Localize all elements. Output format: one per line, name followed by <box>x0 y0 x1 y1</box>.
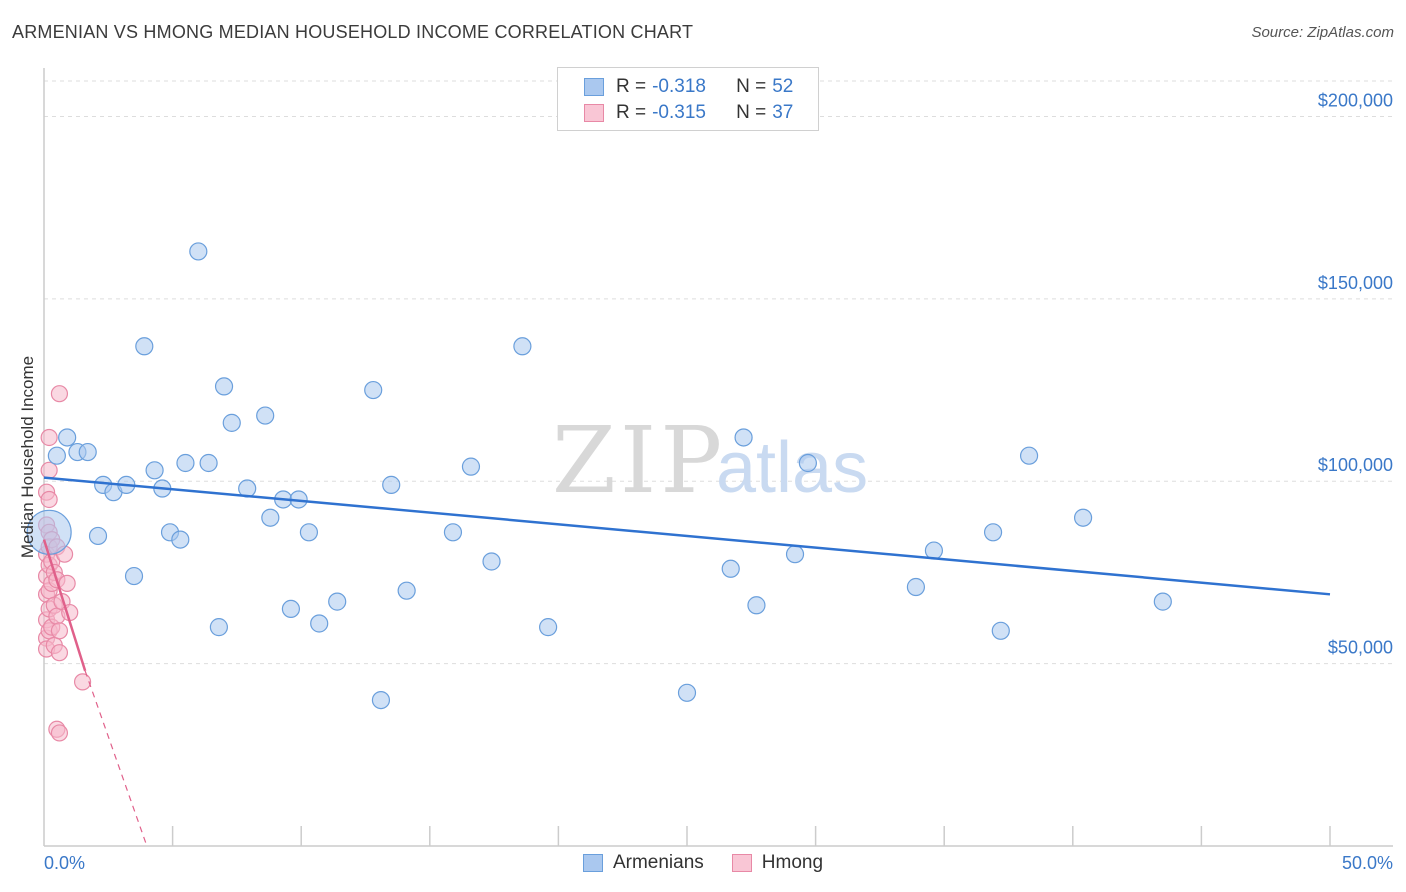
stats-legend: R = -0.318 N = 52 R = -0.315 N = 37 <box>557 67 819 131</box>
legend-row-armenians: R = -0.318 N = 52 <box>584 75 793 99</box>
armenian-point <box>328 592 347 611</box>
legend-n-value: 52 <box>772 76 794 97</box>
armenian-point <box>539 618 558 637</box>
armenian-point <box>171 530 190 549</box>
armenian-point <box>256 406 275 425</box>
armenian-point <box>199 453 218 473</box>
armenian-point <box>513 337 532 356</box>
legend-r-label: R = <box>616 76 647 97</box>
legend-item-armenians[interactable]: Armenians <box>582 852 704 874</box>
y-tick-labels: $50,000 $100,000 $150,000 $200,000 <box>1318 90 1393 657</box>
armenian-point <box>47 446 66 465</box>
legend-item-label: Hmong <box>761 852 824 873</box>
armenian-point <box>924 541 944 560</box>
trend-lines <box>42 476 1331 847</box>
hmong-trend-line <box>42 539 87 672</box>
armenian-swatch <box>584 78 604 96</box>
armenian-point <box>397 581 416 600</box>
armenian-point <box>983 523 1003 542</box>
axes <box>43 68 1393 847</box>
watermark: ZIP atlas <box>552 407 868 514</box>
armenian-point <box>382 475 401 494</box>
source-label: Source: ZipAtlas.com <box>1251 24 1394 41</box>
watermark-zip: ZIP <box>552 407 726 514</box>
legend-row-hmong: R = -0.315 N = 37 <box>584 101 793 125</box>
armenian-point <box>364 380 383 400</box>
armenian-point <box>214 377 234 396</box>
y-tick-label: $200,000 <box>1318 90 1393 110</box>
armenian-point <box>78 442 97 462</box>
armenian-swatch <box>582 854 603 872</box>
armenian-point <box>677 683 697 702</box>
armenian-point <box>991 621 1010 640</box>
armenian-point <box>461 457 481 476</box>
legend-r-label: R = <box>616 102 647 123</box>
x-tick-label-min: 0.0% <box>44 853 85 873</box>
hmong-point <box>50 724 69 742</box>
armenian-series <box>26 242 1172 710</box>
armenian-point <box>721 559 740 578</box>
armenian-point <box>58 428 77 447</box>
legend-n-value: 37 <box>772 102 794 123</box>
armenian-point <box>798 453 817 473</box>
legend-r-value: -0.318 <box>652 76 706 97</box>
armenian-point <box>482 552 501 571</box>
hmong-swatch <box>584 104 604 122</box>
armenian-point <box>176 453 195 473</box>
armenian-point <box>747 596 766 615</box>
armenian-point <box>145 461 164 480</box>
y-axis-label: Median Household Income <box>18 356 37 558</box>
armenian-point <box>209 618 228 637</box>
armenian-point <box>88 526 108 546</box>
armenian-point <box>135 337 154 356</box>
armenian-point <box>785 545 805 564</box>
armenian-point <box>299 523 319 542</box>
armenian-point <box>310 614 329 633</box>
hmong-swatch <box>731 854 752 872</box>
hmong-trend-extension <box>84 670 148 847</box>
armenian-point <box>261 508 280 527</box>
hmong-point <box>40 428 58 447</box>
chart-title: ARMENIAN VS HMONG MEDIAN HOUSEHOLD INCOM… <box>12 22 694 42</box>
armenian-point <box>443 523 463 542</box>
hmong-point <box>50 622 69 640</box>
y-tick-label: $100,000 <box>1318 455 1393 475</box>
legend-item-hmong[interactable]: Hmong <box>731 852 824 874</box>
y-tick-label: $50,000 <box>1328 638 1393 658</box>
hmong-point <box>73 673 92 691</box>
hmong-point <box>40 490 58 509</box>
x-tick-label-max: 50.0% <box>1342 853 1393 873</box>
armenian-point <box>734 428 753 447</box>
legend-item-label: Armenians <box>612 852 704 873</box>
armenian-point <box>281 599 301 619</box>
armenian-point <box>371 690 391 710</box>
armenian-point <box>1153 592 1172 611</box>
hmong-point <box>50 644 69 662</box>
y-tick-label: $150,000 <box>1318 273 1393 293</box>
hmong-point <box>40 461 58 479</box>
x-tick-marks <box>171 826 1331 846</box>
armenian-point <box>189 242 208 261</box>
armenian-point <box>906 577 926 597</box>
grid-lines <box>44 80 1393 665</box>
legend-n-label: N = <box>736 102 767 123</box>
series-legend: Armenians Hmong <box>0 852 1406 874</box>
armenian-point <box>1073 508 1093 527</box>
legend-r-value: -0.315 <box>652 102 706 123</box>
legend-n-label: N = <box>736 76 767 97</box>
hmong-point <box>58 574 76 592</box>
armenian-trend-line <box>43 476 1331 596</box>
armenian-point <box>124 566 144 586</box>
hmong-point <box>50 385 69 403</box>
armenian-point <box>1019 446 1039 465</box>
armenian-point <box>222 413 241 432</box>
